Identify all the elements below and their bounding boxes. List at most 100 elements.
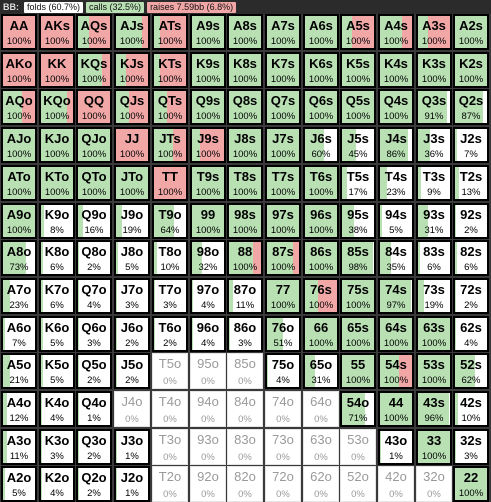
hand-cell-T2o[interactable]: T2o0% [152,466,188,502]
hand-cell-43o[interactable]: 43o1% [378,429,414,465]
hand-cell-76s[interactable]: 76s100% [303,278,339,314]
hand-cell-85s[interactable]: 85s98% [340,240,376,276]
hand-cell-53s[interactable]: 53s100% [416,353,452,389]
hand-cell-66[interactable]: 66100% [303,316,339,352]
hand-cell-Q5s[interactable]: Q5s100% [340,89,376,125]
hand-cell-Q6o[interactable]: Q6o3% [76,316,112,352]
hand-cell-AQs[interactable]: AQs100% [76,14,112,50]
hand-cell-K3o[interactable]: K3o3% [39,429,75,465]
hand-cell-92s[interactable]: 92s2% [453,203,489,239]
hand-cell-62o[interactable]: 62o0% [303,466,339,502]
hand-cell-K6o[interactable]: K6o5% [39,316,75,352]
hand-cell-K8o[interactable]: K8o6% [39,240,75,276]
hand-cell-73s[interactable]: 73s19% [416,278,452,314]
hand-cell-Q5o[interactable]: Q5o2% [76,353,112,389]
hand-cell-75o[interactable]: 75o4% [265,353,301,389]
hand-cell-97s[interactable]: 97s100% [265,203,301,239]
hand-cell-K2o[interactable]: K2o4% [39,466,75,502]
hand-cell-J7s[interactable]: J7s100% [265,127,301,163]
hand-cell-KJs[interactable]: KJs100% [114,52,150,88]
hand-cell-AKs[interactable]: AKs100% [39,14,75,50]
hand-cell-J9s[interactable]: J9s100% [190,127,226,163]
hand-cell-65o[interactable]: 65o31% [303,353,339,389]
hand-cell-T7s[interactable]: T7s100% [265,165,301,201]
hand-cell-53o[interactable]: 53o0% [340,429,376,465]
hand-cell-K9o[interactable]: K9o8% [39,203,75,239]
hand-cell-74o[interactable]: 74o0% [265,391,301,427]
hand-cell-J5s[interactable]: J5s45% [340,127,376,163]
hand-cell-J7o[interactable]: J7o3% [114,278,150,314]
hand-cell-KTo[interactable]: KTo100% [39,165,75,201]
hand-cell-K3s[interactable]: K3s100% [416,52,452,88]
hand-cell-64o[interactable]: 64o0% [303,391,339,427]
hand-cell-QQ[interactable]: QQ100% [76,89,112,125]
hand-cell-93s[interactable]: 93s31% [416,203,452,239]
hand-cell-KK[interactable]: KK100% [39,52,75,88]
hand-cell-85o[interactable]: 85o0% [227,353,263,389]
hand-cell-AJs[interactable]: AJs100% [114,14,150,50]
hand-cell-62s[interactable]: 62s4% [453,316,489,352]
hand-cell-T6s[interactable]: T6s100% [303,165,339,201]
hand-cell-Q2s[interactable]: Q2s87% [453,89,489,125]
hand-cell-J2o[interactable]: J2o1% [114,466,150,502]
hand-cell-TT[interactable]: TT100% [152,165,188,201]
hand-cell-T8s[interactable]: T8s100% [227,165,263,201]
hand-cell-JTs[interactable]: JTs100% [152,127,188,163]
hand-cell-A2o[interactable]: A2o5% [1,466,37,502]
hand-cell-32s[interactable]: 32s3% [453,429,489,465]
hand-cell-77[interactable]: 77100% [265,278,301,314]
hand-cell-Q8o[interactable]: Q8o2% [76,240,112,276]
hand-cell-A7s[interactable]: A7s100% [265,14,301,50]
hand-cell-T5s[interactable]: T5s17% [340,165,376,201]
hand-cell-J3s[interactable]: J3s36% [416,127,452,163]
hand-cell-74s[interactable]: 74s97% [378,278,414,314]
hand-cell-43s[interactable]: 43s96% [416,391,452,427]
hand-cell-33[interactable]: 33100% [416,429,452,465]
hand-cell-98o[interactable]: 98o32% [190,240,226,276]
hand-cell-K6s[interactable]: K6s100% [303,52,339,88]
hand-cell-K9s[interactable]: K9s100% [190,52,226,88]
hand-cell-T8o[interactable]: T8o10% [152,240,188,276]
hand-cell-J2s[interactable]: J2s7% [453,127,489,163]
hand-cell-52o[interactable]: 52o0% [340,466,376,502]
hand-cell-KTs[interactable]: KTs100% [152,52,188,88]
hand-cell-72o[interactable]: 72o0% [265,466,301,502]
hand-cell-T4s[interactable]: T4s23% [378,165,414,201]
hand-cell-82o[interactable]: 82o0% [227,466,263,502]
hand-cell-63s[interactable]: 63s100% [416,316,452,352]
hand-cell-88[interactable]: 88100% [227,240,263,276]
hand-cell-A3o[interactable]: A3o11% [1,429,37,465]
hand-cell-32o[interactable]: 32o0% [416,466,452,502]
hand-cell-A4o[interactable]: A4o12% [1,391,37,427]
hand-cell-83o[interactable]: 83o0% [227,429,263,465]
hand-cell-JJ[interactable]: JJ100% [114,127,150,163]
hand-cell-K7s[interactable]: K7s100% [265,52,301,88]
hand-cell-T9o[interactable]: T9o64% [152,203,188,239]
hand-cell-KQo[interactable]: KQo100% [39,89,75,125]
hand-cell-A5s[interactable]: A5s100% [340,14,376,50]
hand-cell-Q9o[interactable]: Q9o16% [76,203,112,239]
hand-cell-J6s[interactable]: J6s60% [303,127,339,163]
hand-cell-84o[interactable]: 84o0% [227,391,263,427]
hand-cell-A5o[interactable]: A5o21% [1,353,37,389]
hand-cell-73o[interactable]: 73o0% [265,429,301,465]
hand-cell-Q7o[interactable]: Q7o4% [76,278,112,314]
hand-cell-22[interactable]: 22100% [453,466,489,502]
hand-cell-A8s[interactable]: A8s100% [227,14,263,50]
hand-cell-QTo[interactable]: QTo100% [76,165,112,201]
hand-cell-ATo[interactable]: ATo100% [1,165,37,201]
hand-cell-QJs[interactable]: QJs100% [114,89,150,125]
hand-cell-A2s[interactable]: A2s100% [453,14,489,50]
hand-cell-75s[interactable]: 75s100% [340,278,376,314]
hand-cell-T5o[interactable]: T5o0% [152,353,188,389]
hand-cell-QJo[interactable]: QJo100% [76,127,112,163]
hand-cell-84s[interactable]: 84s35% [378,240,414,276]
hand-cell-93o[interactable]: 93o0% [190,429,226,465]
hand-cell-J8s[interactable]: J8s100% [227,127,263,163]
hand-cell-82s[interactable]: 82s6% [453,240,489,276]
hand-cell-Q4s[interactable]: Q4s100% [378,89,414,125]
hand-cell-86s[interactable]: 86s100% [303,240,339,276]
hand-cell-K7o[interactable]: K7o6% [39,278,75,314]
hand-cell-K5o[interactable]: K5o5% [39,353,75,389]
hand-cell-52s[interactable]: 52s62% [453,353,489,389]
